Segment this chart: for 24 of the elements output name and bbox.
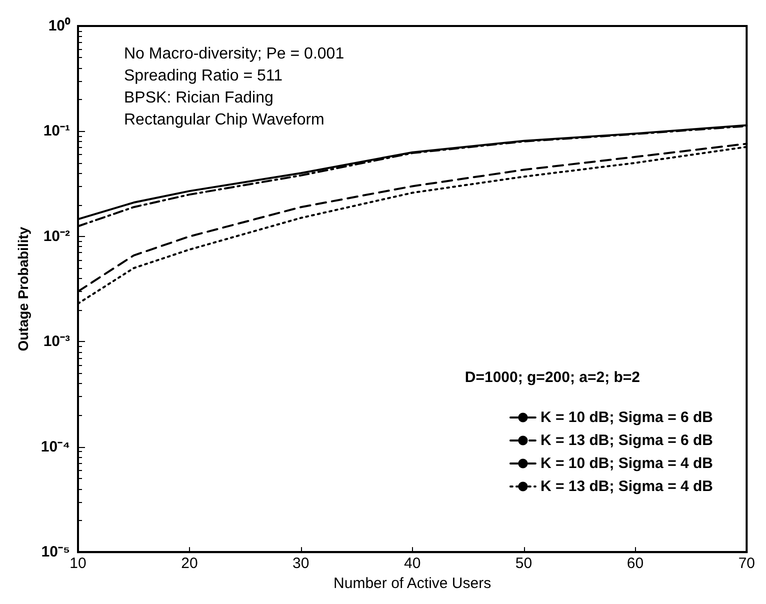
legend-label: K = 10 dB; Sigma = 6 dB bbox=[540, 409, 714, 426]
x-tick-label: 10 bbox=[70, 555, 86, 572]
x-tick-label: 70 bbox=[738, 555, 755, 572]
y-axis-title: Outage Probability bbox=[15, 226, 31, 352]
y-tick-label: 10⁻⁵ bbox=[41, 544, 70, 561]
y-tick-label: 10⁰ bbox=[48, 16, 71, 34]
legend-label: K = 13 dB; Sigma = 4 dB bbox=[540, 478, 714, 495]
y-tick-label: 10⁻² bbox=[43, 228, 70, 245]
annotation: Spreading Ratio = 511 bbox=[124, 68, 283, 84]
x-tick-label: 60 bbox=[626, 555, 644, 572]
x-axis-title: Number of Active Users bbox=[334, 575, 492, 592]
annotation: Rectangular Chip Waveform bbox=[124, 112, 324, 128]
x-tick-label: 50 bbox=[515, 555, 532, 572]
x-tick-label: 20 bbox=[181, 555, 198, 572]
y-tick-label: 10⁻⁴ bbox=[40, 438, 70, 456]
annotation: No Macro-diversity; Pe = 0.001 bbox=[124, 46, 344, 62]
x-tick-label: 40 bbox=[404, 555, 421, 572]
x-tick-label: 30 bbox=[292, 555, 310, 572]
legend-label: K = 13 dB; Sigma = 6 dB bbox=[540, 432, 714, 449]
legend-label: K = 10 dB; Sigma = 4 dB bbox=[540, 455, 714, 472]
legend-title: D=1000; g=200; a=2; b=2 bbox=[464, 369, 640, 386]
y-tick-label: 10⁻¹ bbox=[43, 122, 70, 140]
annotation: BPSK: Rician Fading bbox=[124, 90, 274, 106]
y-tick-label: 10⁻³ bbox=[43, 333, 70, 350]
